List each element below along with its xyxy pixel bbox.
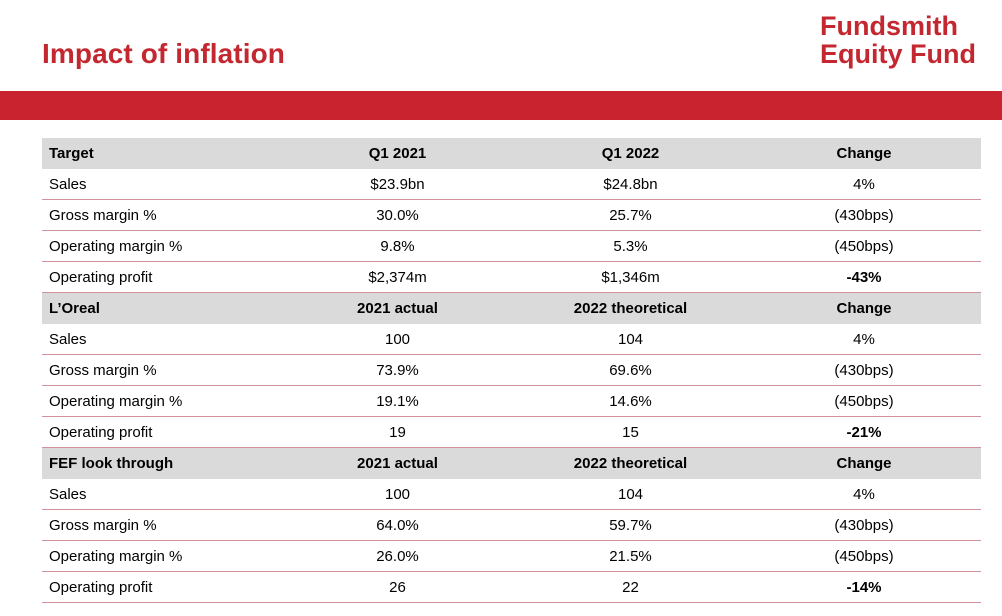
table-row: Operating profit $2,374m $1,346m -43%: [42, 261, 981, 293]
row-label: Operating margin %: [42, 540, 281, 572]
table-cell: 100: [281, 324, 514, 355]
table-row: Sales $23.9bn $24.8bn 4%: [42, 169, 981, 200]
fundsmith-logo: Fundsmith Equity Fund: [820, 12, 976, 68]
table-cell: 26: [281, 571, 514, 603]
table-cell: $24.8bn: [514, 169, 747, 200]
table-row: Operating profit 19 15 -21%: [42, 416, 981, 448]
table-cell: $2,374m: [281, 261, 514, 293]
row-label: Sales: [42, 169, 281, 200]
column-header: Change: [747, 138, 981, 169]
table-row: Gross margin % 30.0% 25.7% (430bps): [42, 199, 981, 231]
table-cell: (450bps): [747, 540, 981, 572]
table-cell: 22: [514, 571, 747, 603]
row-label: Operating margin %: [42, 385, 281, 417]
table-row: Operating margin % 9.8% 5.3% (450bps): [42, 230, 981, 262]
table-cell: (430bps): [747, 509, 981, 541]
table-cell: $23.9bn: [281, 169, 514, 200]
table-cell: 64.0%: [281, 509, 514, 541]
table-cell: 21.5%: [514, 540, 747, 572]
section-title: L’Oreal: [42, 292, 281, 324]
logo-line-2: Equity Fund: [820, 39, 976, 69]
change-value: -21%: [747, 416, 981, 448]
table-cell: (450bps): [747, 385, 981, 417]
table-cell: 19.1%: [281, 385, 514, 417]
table-cell: 4%: [747, 479, 981, 510]
table-cell: 19: [281, 416, 514, 448]
table-cell: (430bps): [747, 354, 981, 386]
column-header: Change: [747, 292, 981, 324]
column-header: 2021 actual: [281, 292, 514, 324]
row-label: Gross margin %: [42, 354, 281, 386]
inflation-impact-table: Target Q1 2021 Q1 2022 Change Sales $23.…: [42, 138, 981, 603]
table-cell: (450bps): [747, 230, 981, 262]
row-label: Gross margin %: [42, 509, 281, 541]
section-header-fef: FEF look through 2021 actual 2022 theore…: [42, 447, 981, 479]
section-header-loreal: L’Oreal 2021 actual 2022 theoretical Cha…: [42, 292, 981, 324]
change-value: -14%: [747, 571, 981, 603]
table-cell: 73.9%: [281, 354, 514, 386]
table-row: Operating profit 26 22 -14%: [42, 571, 981, 603]
table-cell: 69.6%: [514, 354, 747, 386]
row-label: Operating margin %: [42, 230, 281, 262]
row-label: Operating profit: [42, 416, 281, 448]
table-row: Sales 100 104 4%: [42, 324, 981, 355]
section-title: FEF look through: [42, 447, 281, 479]
row-label: Operating profit: [42, 261, 281, 293]
row-label: Sales: [42, 479, 281, 510]
slide-title: Impact of inflation: [42, 38, 286, 69]
table-cell: 4%: [747, 324, 981, 355]
table-row: Gross margin % 64.0% 59.7% (430bps): [42, 509, 981, 541]
row-label: Gross margin %: [42, 199, 281, 231]
column-header: Q1 2021: [281, 138, 514, 169]
section-header-target: Target Q1 2021 Q1 2022 Change: [42, 138, 981, 169]
section-title: Target: [42, 138, 281, 169]
table-cell: 25.7%: [514, 199, 747, 231]
table-cell: 30.0%: [281, 199, 514, 231]
column-header: Q1 2022: [514, 138, 747, 169]
table-cell: 104: [514, 479, 747, 510]
table-cell: 100: [281, 479, 514, 510]
table-row: Operating margin % 19.1% 14.6% (450bps): [42, 385, 981, 417]
table-cell: 104: [514, 324, 747, 355]
table-cell: 14.6%: [514, 385, 747, 417]
table-cell: 26.0%: [281, 540, 514, 572]
table-cell: $1,346m: [514, 261, 747, 293]
table-row: Gross margin % 73.9% 69.6% (430bps): [42, 354, 981, 386]
table-cell: 59.7%: [514, 509, 747, 541]
table-row: Operating margin % 26.0% 21.5% (450bps): [42, 540, 981, 572]
header-divider-band: [0, 91, 1002, 120]
row-label: Operating profit: [42, 571, 281, 603]
logo-line-1: Fundsmith: [820, 11, 958, 41]
change-value: -43%: [747, 261, 981, 293]
column-header: 2021 actual: [281, 447, 514, 479]
row-label: Sales: [42, 324, 281, 355]
table-cell: 5.3%: [514, 230, 747, 262]
column-header: 2022 theoretical: [514, 292, 747, 324]
column-header: Change: [747, 447, 981, 479]
table-cell: (430bps): [747, 199, 981, 231]
table-cell: 9.8%: [281, 230, 514, 262]
table-row: Sales 100 104 4%: [42, 479, 981, 510]
table-cell: 4%: [747, 169, 981, 200]
column-header: 2022 theoretical: [514, 447, 747, 479]
table-cell: 15: [514, 416, 747, 448]
